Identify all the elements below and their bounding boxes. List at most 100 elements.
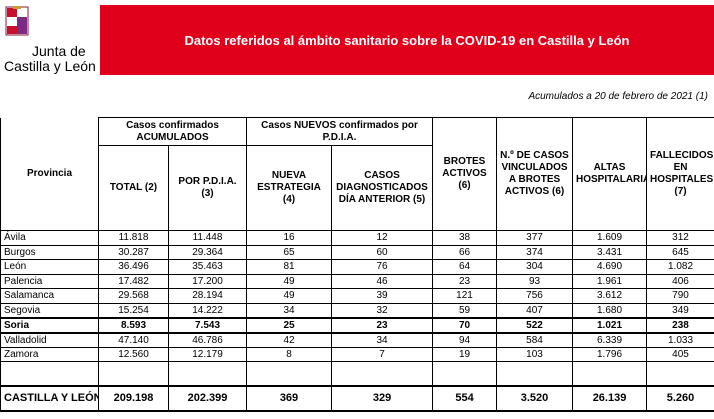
data-cell: 377: [496, 230, 574, 246]
data-cell: 12.179: [168, 346, 247, 362]
data-cell: Ávila: [0, 230, 99, 246]
logo-line: Castilla y León: [4, 58, 96, 74]
data-cell: 28.194: [168, 288, 247, 304]
data-cell: 522: [496, 316, 574, 334]
logo-shield: [5, 6, 29, 36]
group-header: Casos confirmados ACUMULADOS: [98, 117, 247, 146]
data-cell: 17.200: [168, 273, 247, 289]
header-cell: Provincia: [0, 117, 99, 231]
total-cell: 202.399: [168, 384, 247, 412]
total-cell: 369: [246, 384, 332, 412]
data-cell: 17.482: [98, 273, 169, 289]
spacer-row: [0, 361, 714, 386]
data-cell: 374: [496, 244, 574, 260]
data-cell: 30.287: [98, 244, 169, 260]
data-cell: 6.339: [572, 332, 648, 348]
header-row: Provincia Casos confirmados ACUMULADOS Cas…: [0, 117, 714, 231]
header-cell: FALLECIDOS EN HOSPITALES (7): [646, 117, 714, 231]
data-cell: 65: [246, 244, 332, 260]
header-cell: ALTAS HOSPITALARIAS: [572, 117, 648, 231]
data-cell: 1.082: [646, 259, 714, 275]
data-cell: 38: [432, 230, 498, 246]
data-cell: 42: [246, 332, 332, 348]
data-cell: 406: [646, 273, 714, 289]
data-row: Zamora 12.560 12.179 8 7 19 103 1.796 405: [0, 346, 714, 362]
data-cell: 11.818: [98, 230, 169, 246]
data-row: Segovia 15.254 14.222 34 32 59 407 1.680 349: [0, 302, 714, 318]
data-cell: Burgos: [0, 244, 99, 260]
data-cell: 81: [246, 259, 332, 275]
data-cell: 66: [432, 244, 498, 260]
total-row: CASTILLA Y LEÓN 209.198 202.399 369 329 554 3.…: [0, 384, 714, 412]
data-row: Soria 8.593 7.543 25 23 70 522 1.021 238: [0, 316, 714, 334]
data-cell: Valladolid: [0, 332, 99, 348]
data-row: Valladolid 47.140 46.786 42 34 94 584 6.339 1.03…: [0, 332, 714, 348]
spacer-cell: [432, 361, 498, 386]
data-cell: Segovia: [0, 302, 99, 318]
data-cell: 49: [246, 288, 332, 304]
data-cell: 3.612: [572, 288, 648, 304]
data-row: Salamanca 29.568 28.194 49 39 121 756 3.612 790: [0, 288, 714, 304]
spacer-cell: [646, 361, 714, 386]
header-cell: CASOS DIAGNOSTICADOS DÍA ANTERIOR (5): [330, 145, 434, 231]
title: Datos referidos al ámbito sanitario sobr…: [184, 32, 630, 48]
data-cell: 349: [646, 302, 714, 318]
data-cell: 8.593: [98, 316, 169, 334]
data-cell: 407: [496, 302, 574, 318]
data-cell: 93: [496, 273, 574, 289]
data-cell: 19: [432, 346, 498, 362]
data-cell: 1.680: [572, 302, 648, 318]
header-row: TOTAL (2) POR P.D.I.A. (3) NUEVA ESTRATEGI…: [1, 145, 714, 231]
data-cell: 1.961: [572, 273, 648, 289]
header-cell: BROTES ACTIVOS (6): [432, 117, 498, 231]
data-row: Palencia 17.482 17.200 49 46 23 93 1.961 406: [0, 273, 714, 289]
data-cell: 304: [496, 259, 574, 275]
total-cell: 209.198: [98, 384, 169, 412]
spacer-cell: [168, 361, 247, 386]
data-cell: 1.609: [572, 230, 648, 246]
data-cell: 7: [330, 346, 434, 362]
data-cell: 29.364: [168, 244, 247, 260]
header-cell: TOTAL (2): [98, 145, 169, 231]
data-cell: Palencia: [0, 273, 99, 289]
data-cell: 64: [432, 259, 498, 275]
data-cell: 46: [330, 273, 434, 289]
header-cell: POR P.D.I.A. (3): [168, 145, 247, 231]
group-header: Casos NUEVOS confirmados por P.D.I.A.: [245, 117, 434, 146]
total-cell: 5.260: [646, 384, 714, 412]
header-cell: N.º DE CASOS VINCULADOS A BROTES ACTIVOS…: [496, 117, 574, 231]
data-cell: 59: [432, 302, 498, 318]
data-cell: 14.222: [168, 302, 247, 318]
data-cell: 584: [496, 332, 574, 348]
data-cell: 49: [246, 273, 332, 289]
data-cell: Salamanca: [0, 288, 99, 304]
total-cell: 329: [330, 384, 434, 412]
data-cell: 25: [246, 316, 332, 334]
subtitle: Acumulados a 20 de febrero de 2021 (1): [528, 91, 708, 102]
data-cell: 23: [432, 273, 498, 289]
data-cell: 16: [246, 230, 332, 246]
data-cell: 11.448: [168, 230, 247, 246]
spacer-cell: [496, 361, 574, 386]
data-cell: 121: [432, 288, 498, 304]
data-cell: 405: [646, 346, 714, 362]
title-banner: Datos referidos al ámbito sanitario sobr…: [100, 5, 714, 75]
data-cell: 12.560: [98, 346, 169, 362]
data-cell: 645: [646, 244, 714, 260]
header-cell: NUEVA ESTRATEGIA (4): [246, 145, 332, 231]
data-cell: 4.690: [572, 259, 648, 275]
data-row: Burgos 30.287 29.364 65 60 66 374 3.431 645: [0, 244, 714, 260]
data-cell: 12: [330, 230, 434, 246]
data-cell: 29.568: [98, 288, 169, 304]
data-cell: 1.021: [572, 316, 648, 334]
total-cell: 554: [432, 384, 498, 412]
data-cell: 238: [646, 316, 714, 334]
data-cell: Soria: [0, 316, 99, 334]
data-cell: León: [0, 259, 99, 275]
data-cell: 47.140: [98, 332, 169, 348]
data-cell: 36.496: [98, 259, 169, 275]
data-cell: 3.431: [572, 244, 648, 260]
data-row: León 36.496 35.463 81 76 64 304 4.690 1.082: [0, 259, 714, 275]
